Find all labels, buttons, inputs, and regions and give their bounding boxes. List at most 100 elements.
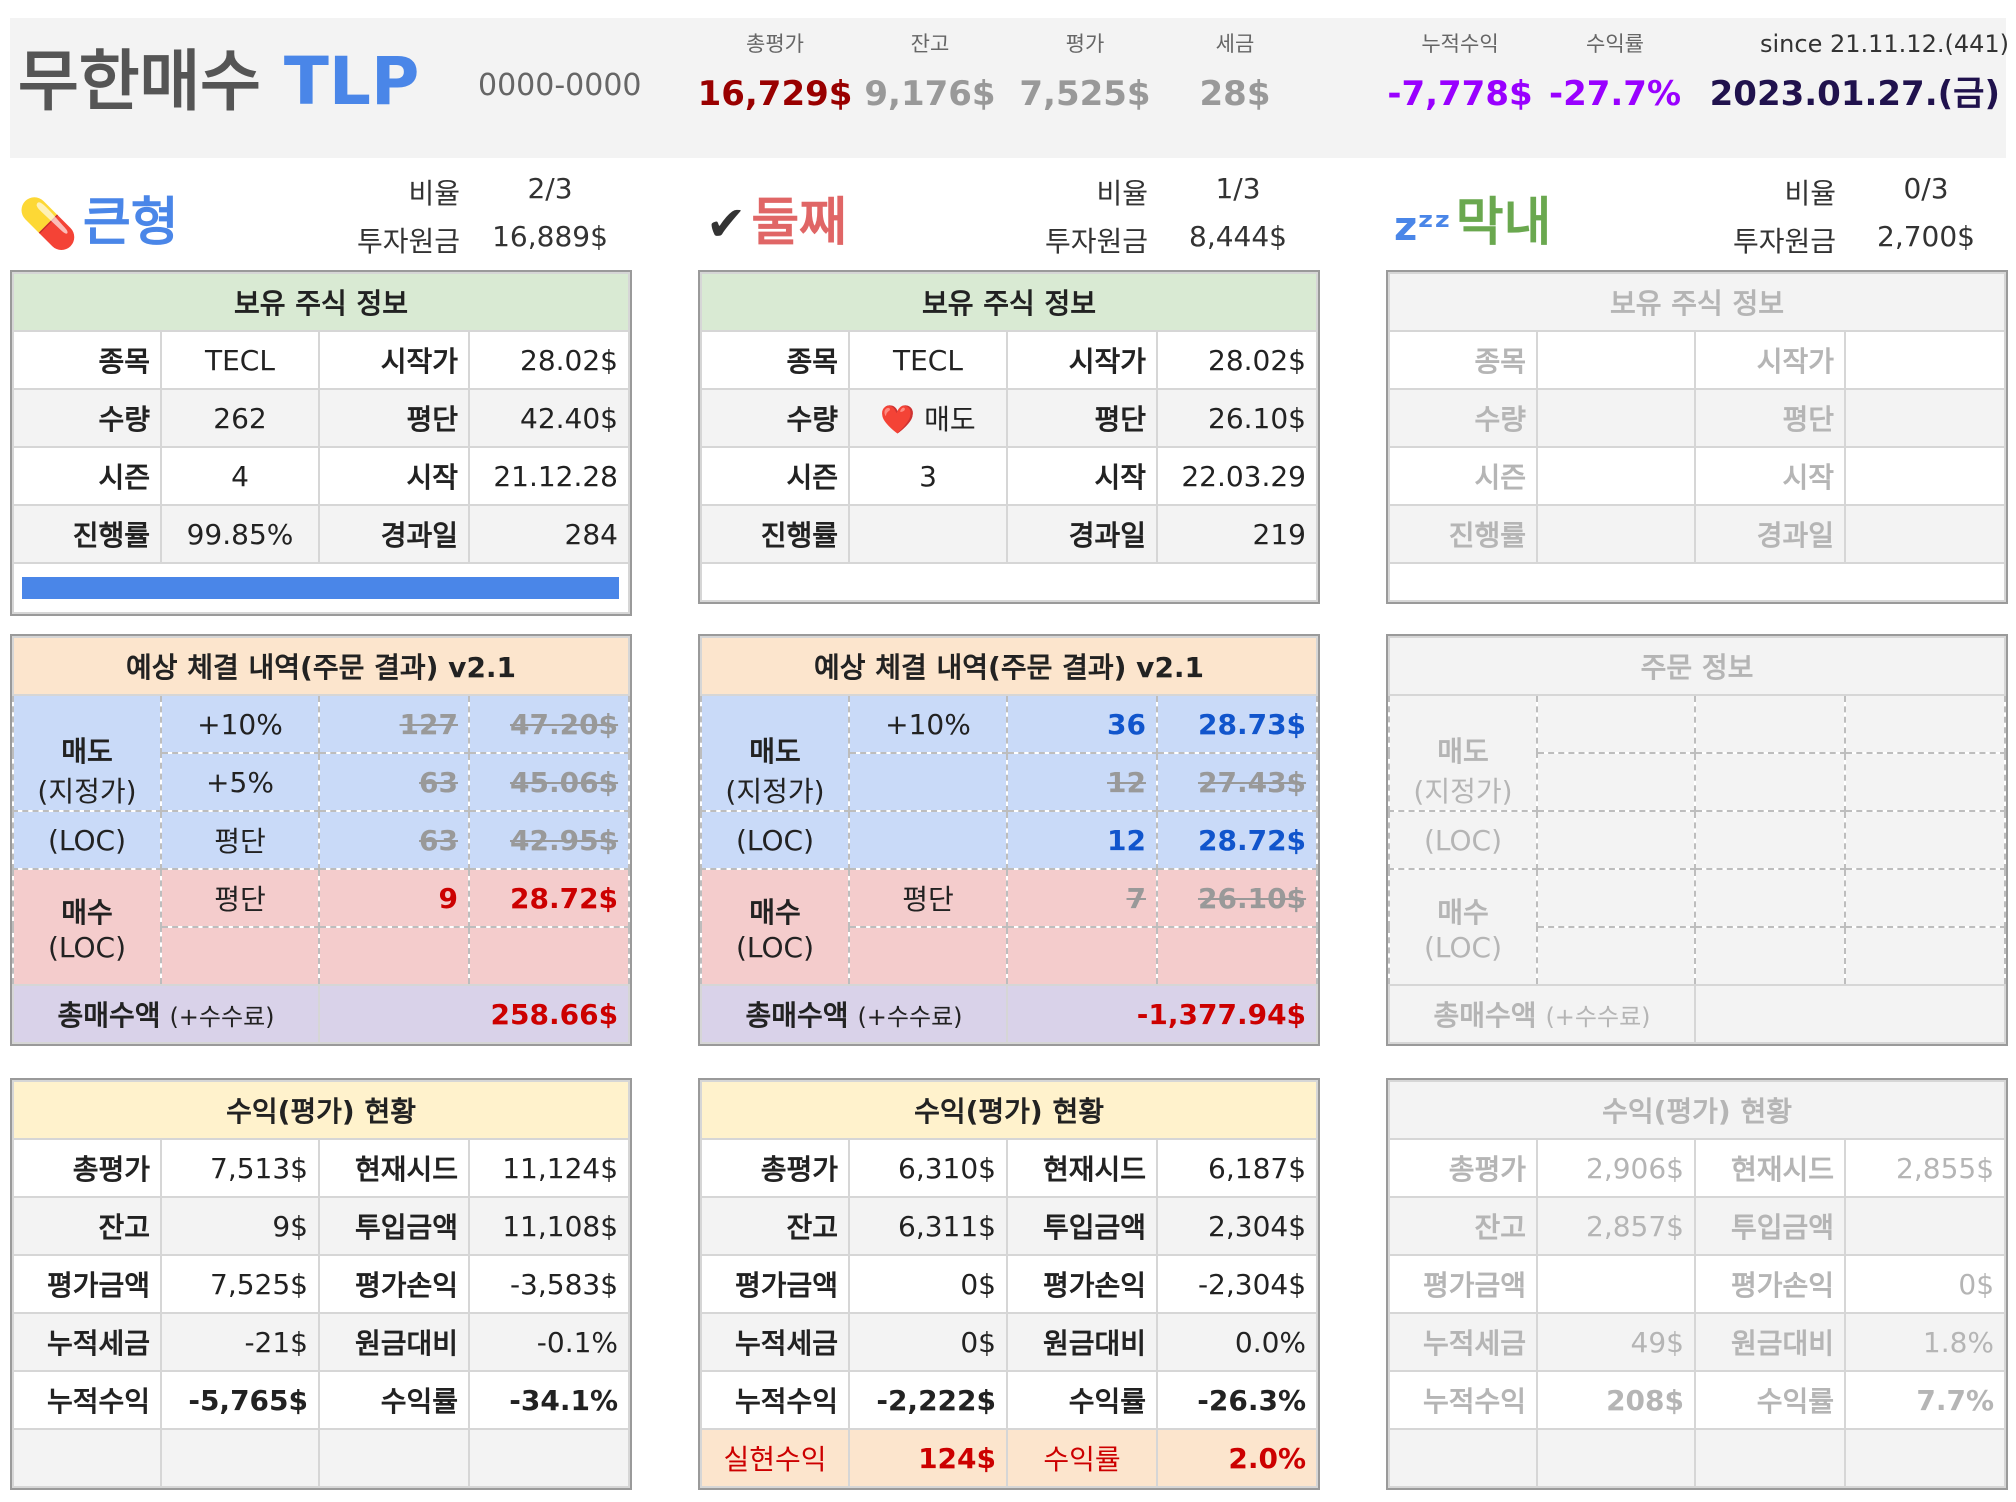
table-cell [848, 810, 1008, 870]
table-cell: 2,855$ [1843, 1138, 2007, 1198]
table-cell [467, 1428, 631, 1488]
table-cell: 잔고 [12, 1196, 162, 1256]
table-row [12, 562, 630, 614]
table-cell: 누적세금 [700, 1312, 850, 1372]
table-cell [1536, 926, 1696, 986]
table-cell: 9 [318, 868, 470, 928]
table-cell: 3 [848, 446, 1008, 506]
sections-s2-ratio-label: 비율 [1096, 177, 1148, 210]
table-cell: 284 [468, 504, 630, 564]
header-summary-4-label: 누적수익 [1421, 32, 1499, 56]
table-cell: 26.10$ [1155, 868, 1319, 928]
table-cell: 현재시드 [1006, 1138, 1158, 1198]
labels-loc: (LOC) [47, 930, 127, 964]
table-cell: 종목 [700, 330, 850, 390]
labels-buy: 매수 [1437, 895, 1489, 929]
table-cell: 시작 [318, 446, 470, 506]
table-cell: 매도 (지정가) [700, 694, 850, 812]
labels-sell: 매도 [61, 735, 113, 768]
header-summary-2-value: 7,525$ [1019, 74, 1151, 114]
table-cell: 2,857$ [1536, 1196, 1696, 1256]
profit-table-3: 수익(평가) 현황 총평가 2,906$ 현재시드 2,855$ 잔고 2,857$ 투입… [1385, 1078, 2009, 1490]
h2-qty: 매도 [924, 403, 976, 436]
table-row: 매도 (지정가) [1388, 694, 2007, 812]
table-row: 총평가 2,906$ 현재시드 2,855$ [1388, 1138, 2007, 1198]
table-cell [1694, 868, 1846, 928]
table-cell: 총평가 [700, 1138, 850, 1198]
table-cell: 수익률 [1006, 1370, 1158, 1430]
table-row: 보유 주식 정보 [700, 272, 1318, 332]
table-cell: 잔고 [700, 1196, 850, 1256]
table-cell [848, 504, 1008, 564]
table-cell: 평단 [848, 868, 1008, 928]
table-row: 예상 체결 내역(주문 결과) v2.1 [699, 636, 1319, 696]
table-cell [1536, 330, 1696, 390]
table-cell: 수익(평가) 현황 [1387, 1080, 2007, 1140]
table-cell: 총매수액 (+수수료) [12, 984, 320, 1044]
table-cell: 63 [318, 752, 470, 812]
table-row [12, 1428, 631, 1488]
table-cell: 0$ [848, 1312, 1008, 1372]
table-cell: 보유 주식 정보 [700, 272, 1318, 332]
table-cell: -2,304$ [1155, 1254, 1319, 1314]
table-row: 보유 주식 정보 [1388, 272, 2006, 332]
table-row [1388, 562, 2006, 602]
table-cell [12, 1428, 162, 1488]
table-row: 진행률 경과일 219 [700, 504, 1318, 564]
table-cell: 6,311$ [848, 1196, 1008, 1256]
table-cell: 평가금액 [12, 1254, 162, 1314]
table-cell [1694, 810, 1846, 870]
table-cell: 평가금액 [700, 1254, 850, 1314]
table-row: 수익(평가) 현황 [699, 1080, 1319, 1140]
table-cell: 2.0% [1155, 1428, 1319, 1488]
order-table-3: 주문 정보 매도 (지정가) (LOC) 매수 (LOC) 총매수액 (+수수료) [1385, 634, 2009, 1046]
table-row: 매도 (지정가) +10% 36 28.73$ [700, 694, 1319, 812]
table-cell: 평단 [1694, 388, 1846, 448]
table-cell [160, 1428, 320, 1488]
table-cell: 2,906$ [1536, 1138, 1696, 1198]
table-cell: 매도 (지정가) [12, 694, 162, 812]
table-cell: (LOC) [1388, 810, 1538, 870]
table-cell: 매수 (LOC) [700, 868, 850, 986]
table-row: 평가금액 평가손익 0$ [1388, 1254, 2007, 1314]
table-cell: 28.02$ [1156, 330, 1318, 390]
sections-s3-ratio: 0/3 [1903, 172, 1949, 205]
table-cell: 현재시드 [1694, 1138, 1846, 1198]
table-cell: (LOC) [700, 810, 850, 870]
table-cell: 0.0% [1155, 1312, 1319, 1372]
table-cell: 총매수액 (+수수료) [1388, 984, 1696, 1044]
o2-r2-price: 27.43$ [1197, 765, 1307, 799]
summary-tax: 세금 28$ [1160, 28, 1310, 114]
table-cell [160, 926, 320, 986]
table-cell: 평단 [160, 810, 320, 870]
table-cell: 총평가 [1388, 1138, 1538, 1198]
table-cell: 투입금액 [318, 1196, 470, 1256]
table-cell: 258.66$ [317, 984, 631, 1044]
table-cell: 0$ [848, 1254, 1008, 1314]
table-cell: -3,583$ [467, 1254, 631, 1314]
table-cell [1843, 926, 2007, 986]
table-cell: 7.7% [1843, 1370, 2007, 1430]
pill-icon: 💊 [18, 196, 78, 252]
table-cell: 수익률 [1694, 1370, 1846, 1430]
table-cell: 26.10$ [1156, 388, 1318, 448]
table-cell: 매도 (지정가) [1388, 694, 1538, 812]
labels-fee: (+수수료) [1545, 1003, 1651, 1031]
summary-total-eval: 총평가 16,729$ [695, 28, 855, 114]
table-cell: TECL [848, 330, 1008, 390]
section-2-header: ✔ 둘째 [706, 180, 847, 255]
sections-s1-ratio: 2/3 [527, 172, 573, 205]
table-cell: 시즌 [700, 446, 850, 506]
table-cell: 42.40$ [468, 388, 630, 448]
table-row: 수량 ❤️ 매도 평단 26.10$ [700, 388, 1318, 448]
table-cell: 누적세금 [1388, 1312, 1538, 1372]
table-cell: 12 [1006, 810, 1158, 870]
table-row: 총매수액 (+수수료) -1,377.94$ [700, 984, 1319, 1044]
table-cell: 22.03.29 [1156, 446, 1318, 506]
table-cell: 누적수익 [700, 1370, 850, 1430]
header-title-accent: TLP [283, 43, 420, 120]
table-cell [318, 1428, 470, 1488]
table-cell: 수익(평가) 현황 [11, 1080, 631, 1140]
table-cell: 28.73$ [1155, 694, 1319, 754]
table-row: 실현수익 124$ 수익률 2.0% [700, 1428, 1319, 1488]
